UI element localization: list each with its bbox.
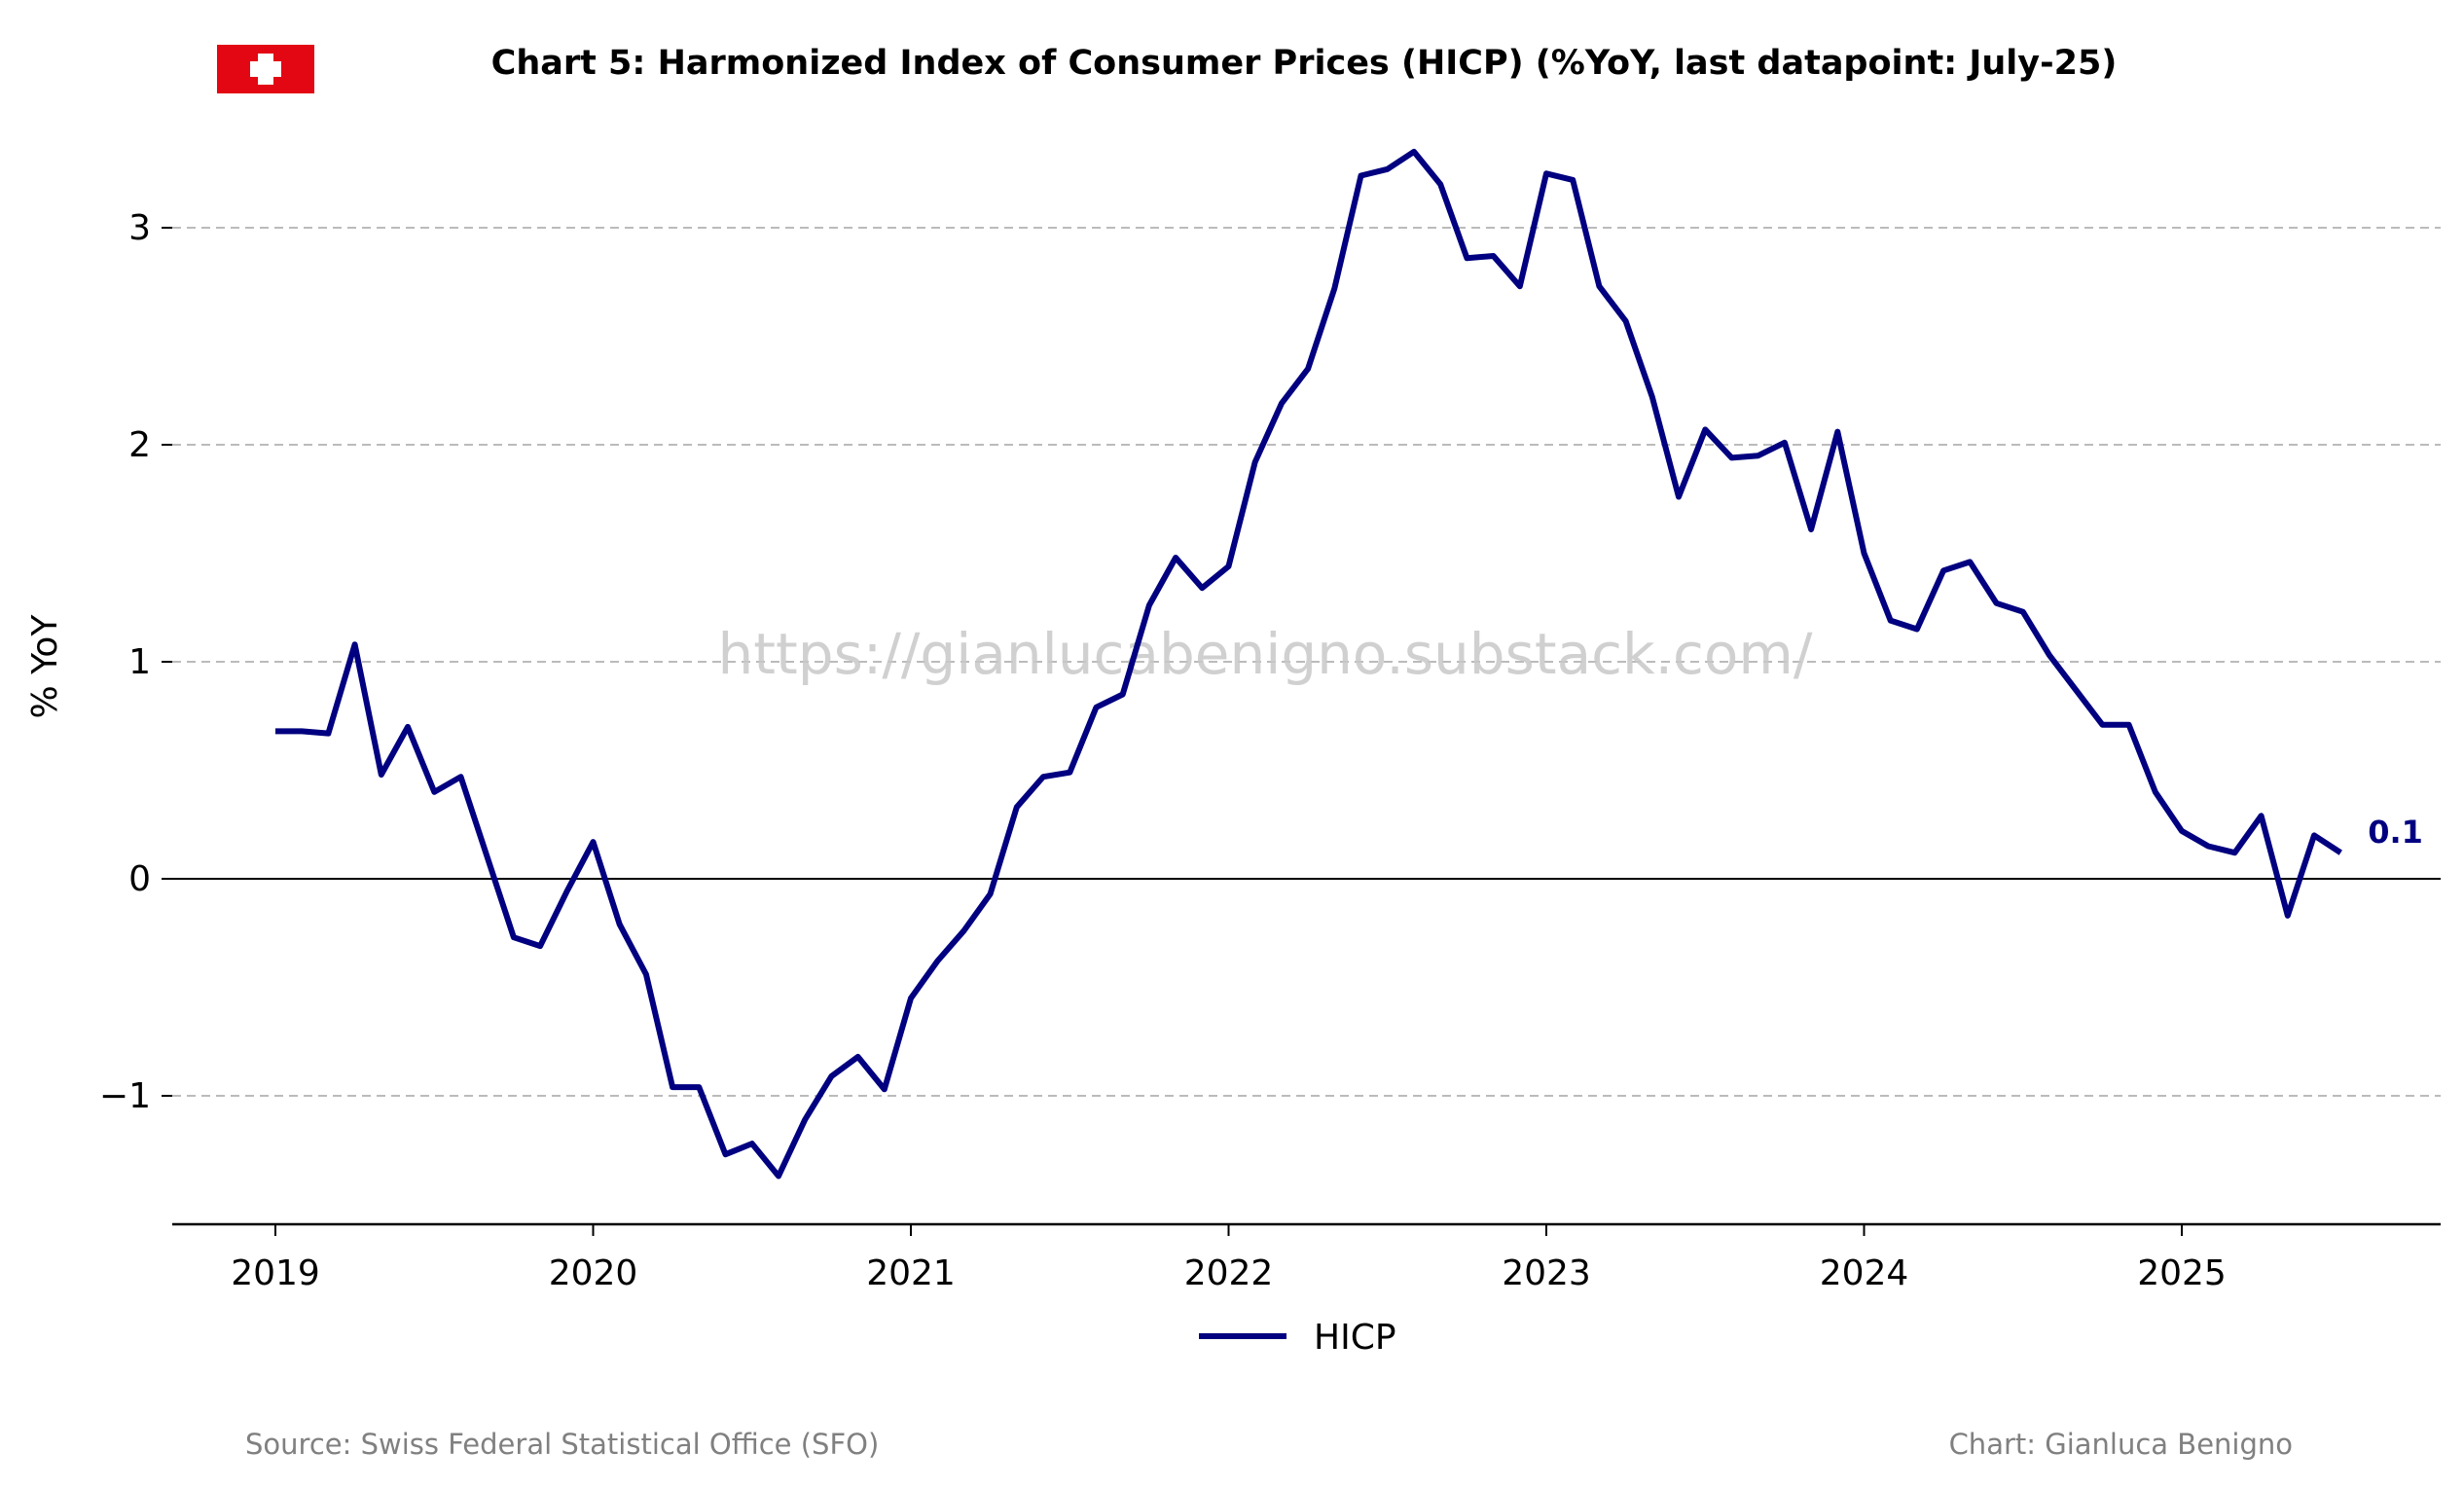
x-tick-label: 2019: [231, 1253, 320, 1293]
legend-label-hicp: HICP: [1314, 1318, 1396, 1358]
x-tick-label: 2022: [1184, 1253, 1274, 1293]
last-value-label: 0.1: [2368, 814, 2423, 851]
x-tick-label: 2023: [1502, 1253, 1591, 1293]
source-note: Source: Swiss Federal Statistical Office…: [245, 1428, 879, 1461]
y-tick-label: 0: [128, 859, 151, 899]
swiss-flag-icon: [217, 45, 314, 93]
x-axis-ticks: 2019 2020 2021 2022 2023 2024 2025: [231, 1224, 2227, 1293]
chart-credit: Chart: Gianluca Benigno: [1949, 1428, 2293, 1461]
y-axis-label: % YoY: [25, 614, 65, 719]
y-tick-label: 2: [128, 425, 151, 465]
x-tick-label: 2024: [1820, 1253, 1909, 1293]
y-tick-label: 1: [128, 642, 151, 682]
legend: HICP: [1199, 1318, 1396, 1358]
x-tick-label: 2021: [866, 1253, 956, 1293]
watermark: https://gianlucabenigno.substack.com/: [718, 621, 1813, 687]
hicp-series-line: [275, 148, 2342, 1180]
x-tick-label: 2025: [2137, 1253, 2227, 1293]
y-tick-label: −1: [99, 1076, 151, 1116]
chart-title: Chart 5: Harmonized Index of Consumer Pr…: [491, 44, 2118, 83]
y-gridlines: [172, 227, 2441, 1097]
y-axis-ticks: 3 2 1 0 −1: [99, 208, 172, 1116]
x-tick-label: 2020: [549, 1253, 638, 1293]
y-tick-label: 3: [128, 208, 151, 248]
